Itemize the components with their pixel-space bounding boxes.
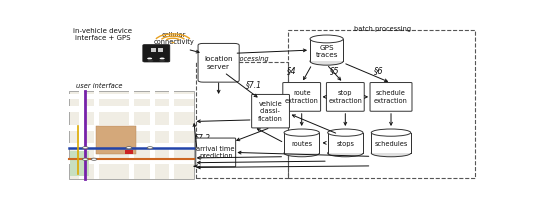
Bar [94,91,99,179]
Bar [69,107,193,112]
Bar [371,133,411,153]
Text: user interface: user interface [76,83,123,89]
Circle shape [160,57,165,60]
Text: §5: §5 [330,66,340,75]
Bar [69,94,193,99]
FancyBboxPatch shape [326,83,364,111]
Bar [125,150,132,154]
Circle shape [83,147,88,149]
Text: §4: §4 [287,66,297,75]
Circle shape [147,147,153,149]
FancyBboxPatch shape [143,44,170,62]
Bar [70,151,89,176]
Circle shape [172,42,175,43]
Text: stops: stops [336,141,354,147]
Text: stop
extraction: stop extraction [329,90,362,104]
Bar [159,48,163,52]
FancyBboxPatch shape [283,83,321,111]
Bar [69,125,193,131]
Text: batch processing: batch processing [354,26,411,32]
Text: vehicle
classi-
fication: vehicle classi- fication [258,101,283,122]
Text: online processing: online processing [210,56,269,62]
Text: location
server: location server [204,56,233,70]
Bar [310,39,343,61]
Bar [69,91,193,179]
Text: GPS
traces: GPS traces [315,45,338,58]
Text: §7.2: §7.2 [195,133,211,142]
Bar [96,126,136,154]
Ellipse shape [371,129,411,136]
Circle shape [83,158,88,160]
FancyBboxPatch shape [198,43,239,82]
Circle shape [91,158,97,160]
Text: schedules: schedules [374,141,408,147]
Bar [151,48,157,52]
Ellipse shape [327,150,363,157]
Bar [327,133,363,153]
FancyBboxPatch shape [370,83,412,111]
Text: arrival time
prediction: arrival time prediction [197,146,235,159]
Ellipse shape [310,35,343,43]
Text: schedule
extraction: schedule extraction [374,90,408,104]
Bar [150,91,155,179]
Bar [69,143,193,149]
Ellipse shape [284,129,319,136]
Text: §7.1: §7.1 [246,81,262,89]
FancyBboxPatch shape [251,94,289,128]
Circle shape [147,57,152,60]
Text: in-vehicle device
interface + GPS: in-vehicle device interface + GPS [73,28,132,41]
Ellipse shape [310,57,343,65]
Bar [129,91,134,179]
Bar [284,133,319,153]
Circle shape [159,60,165,62]
Text: route
extraction: route extraction [285,90,318,104]
Text: routes: routes [291,141,312,147]
Ellipse shape [327,129,363,136]
Bar [169,91,174,179]
Ellipse shape [371,150,411,157]
Bar [69,159,193,164]
Text: cellular
connectivity: cellular connectivity [154,33,195,46]
FancyBboxPatch shape [196,138,236,167]
Circle shape [147,60,153,62]
Text: §6: §6 [374,66,383,75]
Bar [79,91,84,179]
Ellipse shape [284,150,319,157]
Circle shape [126,147,132,149]
